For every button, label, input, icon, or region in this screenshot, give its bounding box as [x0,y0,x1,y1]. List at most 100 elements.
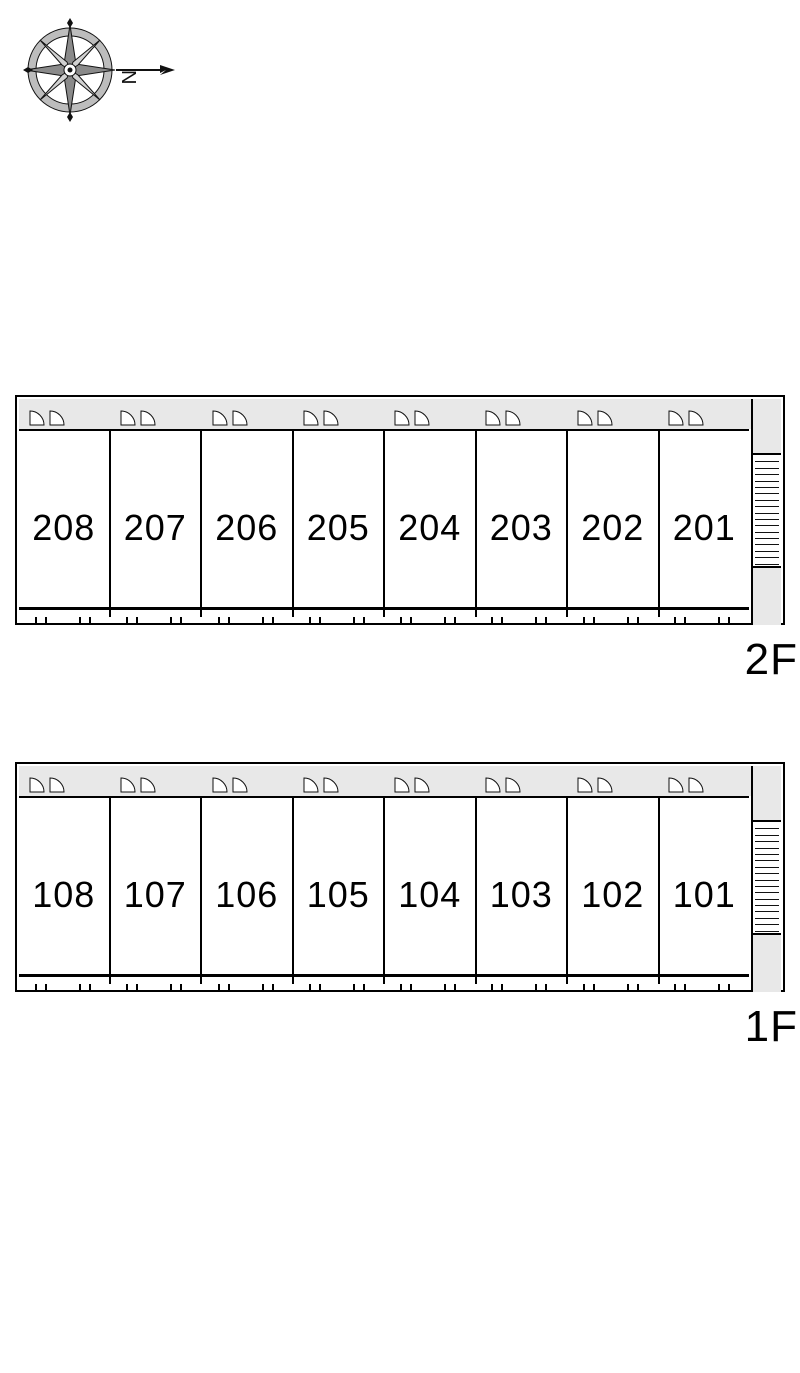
room-107: 107 [111,798,203,984]
room-label: 103 [477,874,567,916]
door-cell [202,766,293,796]
balcony-notch [35,984,47,992]
door-cell [19,766,110,796]
door-cell [475,399,566,429]
door-cell [293,399,384,429]
room-label: 108 [19,874,109,916]
balcony-notch [718,617,730,625]
balcony-notch [218,984,230,992]
room-label: 107 [111,874,201,916]
staircase-icon [751,453,781,568]
door-swing-icon [666,405,708,432]
room-label: 207 [111,507,201,549]
balcony-notch [491,984,503,992]
door-swing-icon [210,405,252,432]
door-swing-icon [27,405,69,432]
door-cell [202,399,293,429]
room-label: 204 [385,507,475,549]
balcony-notch [262,984,274,992]
room-row: 108107106105104103102101 [19,796,749,984]
room-103: 103 [477,798,569,984]
balcony-notch [674,617,686,625]
door-cell [567,766,658,796]
room-108: 108 [19,798,111,984]
balcony-notch [674,984,686,992]
door-cell [384,399,475,429]
balcony-notch [218,617,230,625]
room-201: 201 [660,431,750,617]
balcony-notch [126,984,138,992]
notch-cell [202,984,293,992]
door-cell [658,399,749,429]
room-label: 203 [477,507,567,549]
door-row [19,766,749,796]
door-cell [384,766,475,796]
balcony-notch [583,617,595,625]
balcony-notch [353,617,365,625]
balcony-notch [444,617,456,625]
room-label: 205 [294,507,384,549]
door-cell [567,399,658,429]
room-label: 202 [568,507,658,549]
balcony-notch [79,984,91,992]
door-swing-icon [210,772,252,799]
room-203: 203 [477,431,569,617]
room-label: 208 [19,507,109,549]
room-label: 201 [660,507,750,549]
room-102: 102 [568,798,660,984]
floor-outline: 208207206205204203202201 [15,395,785,625]
room-104: 104 [385,798,477,984]
balcony-line [19,974,749,977]
balcony-notch [353,984,365,992]
notch-cell [19,617,110,625]
balcony-notch [170,617,182,625]
door-swing-icon [575,405,617,432]
balcony-notch [400,617,412,625]
balcony-notch [170,984,182,992]
room-206: 206 [202,431,294,617]
balcony-notch [583,984,595,992]
door-cell [19,399,110,429]
balcony-notch [444,984,456,992]
balcony-notch [126,617,138,625]
door-cell [110,766,201,796]
room-106: 106 [202,798,294,984]
balcony-notch [718,984,730,992]
door-swing-icon [575,772,617,799]
door-swing-icon [118,405,160,432]
balcony-notch [309,984,321,992]
balcony-notch-row [19,984,749,992]
floor-tag: 2F [745,635,798,685]
door-swing-icon [392,405,434,432]
notch-cell [384,984,475,992]
floor-tag: 1F [745,1002,798,1052]
notch-cell [19,984,110,992]
door-swing-icon [27,772,69,799]
notch-cell [475,617,566,625]
door-row [19,399,749,429]
notch-cell [293,617,384,625]
balcony-notch [79,617,91,625]
balcony-notch [535,984,547,992]
door-cell [110,399,201,429]
door-swing-icon [301,772,343,799]
balcony-notch [400,984,412,992]
notch-cell [384,617,475,625]
room-label: 101 [660,874,750,916]
room-105: 105 [294,798,386,984]
balcony-notch-row [19,617,749,625]
room-204: 204 [385,431,477,617]
notch-cell [293,984,384,992]
balcony-notch [309,617,321,625]
room-208: 208 [19,431,111,617]
staircase-icon [751,820,781,935]
door-cell [475,766,566,796]
door-swing-icon [666,772,708,799]
door-swing-icon [483,772,525,799]
balcony-notch [491,617,503,625]
balcony-notch [535,617,547,625]
room-row: 208207206205204203202201 [19,429,749,617]
notch-cell [202,617,293,625]
door-swing-icon [483,405,525,432]
balcony-notch [262,617,274,625]
